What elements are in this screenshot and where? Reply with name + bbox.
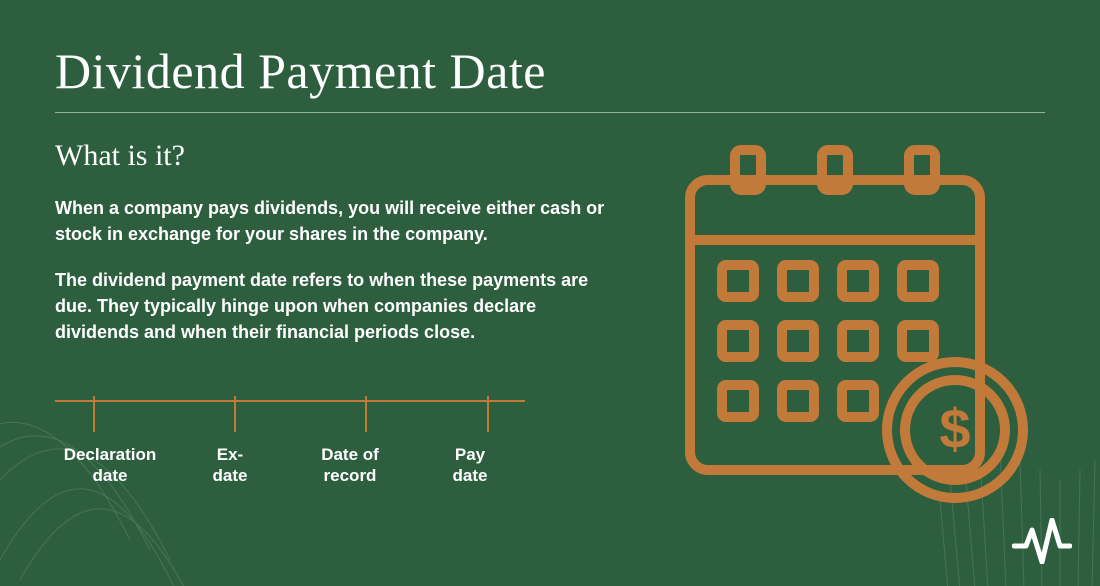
dollar-glyph: $ [939, 397, 970, 460]
body-text: When a company pays dividends, you will … [55, 195, 615, 345]
timeline-label: Declaration date [55, 444, 165, 487]
body-paragraph: The dividend payment date refers to when… [55, 267, 615, 345]
timeline-label-text: date [453, 466, 488, 485]
pulse-logo-icon [1012, 518, 1072, 564]
timeline-tick [93, 396, 95, 432]
timeline-label-text: record [324, 466, 377, 485]
timeline-label-text: date [93, 466, 128, 485]
timeline-label-text: Ex- [217, 445, 243, 464]
timeline-tick [234, 396, 236, 432]
timeline-label: Ex- date [175, 444, 285, 487]
timeline-label-text: Date of [321, 445, 379, 464]
timeline-line [55, 400, 525, 402]
timeline-label: Date of record [295, 444, 405, 487]
timeline-label-text: Pay [455, 445, 485, 464]
timeline-tick [487, 396, 489, 432]
timeline: Declaration date Ex- date Date of record… [55, 400, 525, 487]
timeline-label: Pay date [415, 444, 525, 487]
timeline-label-text: Declaration [64, 445, 157, 464]
timeline-tick [365, 396, 367, 432]
page-title: Dividend Payment Date [55, 42, 1045, 113]
body-paragraph: When a company pays dividends, you will … [55, 195, 615, 247]
timeline-labels: Declaration date Ex- date Date of record… [55, 444, 525, 487]
calendar-dollar-icon: $ [660, 130, 1040, 510]
timeline-label-text: date [213, 466, 248, 485]
